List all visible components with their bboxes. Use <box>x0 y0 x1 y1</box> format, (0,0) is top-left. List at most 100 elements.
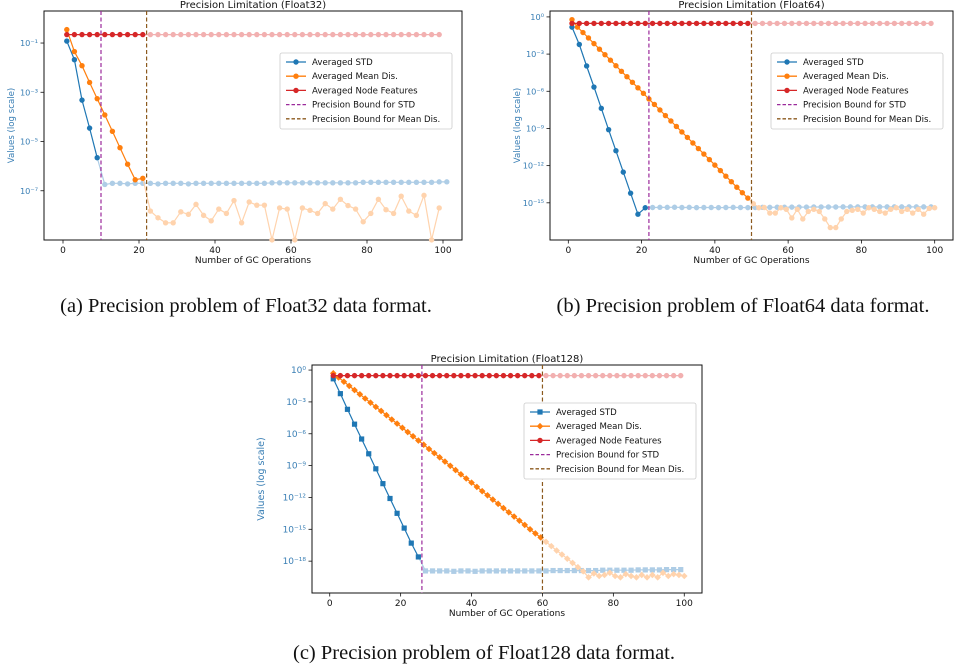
data-point <box>657 20 663 27</box>
legend-marker <box>536 422 544 430</box>
data-point <box>877 208 883 215</box>
data-point <box>170 31 176 38</box>
data-point <box>529 372 535 379</box>
data-point <box>928 20 934 27</box>
data-point <box>269 31 275 38</box>
data-point <box>663 372 670 379</box>
data-point <box>102 181 108 188</box>
data-point <box>299 205 306 211</box>
data-point <box>413 179 420 186</box>
data-point <box>840 204 846 210</box>
data-point <box>596 46 603 52</box>
x-tick-label: 100 <box>676 599 693 609</box>
data-point <box>383 207 389 213</box>
legend-box <box>770 52 944 130</box>
data-point <box>383 31 389 38</box>
data-point <box>862 20 868 27</box>
data-point <box>759 20 766 27</box>
legend-marker <box>784 59 790 65</box>
data-point <box>238 220 245 226</box>
data-point <box>394 372 400 379</box>
data-point <box>337 196 344 202</box>
data-point <box>284 31 290 38</box>
data-point <box>849 207 855 213</box>
data-point <box>670 570 677 578</box>
data-point <box>920 211 927 217</box>
data-point <box>557 372 563 379</box>
data-point <box>71 57 78 63</box>
data-point <box>576 41 583 48</box>
caption-c: (c) Precision problem of Float128 data f… <box>293 642 675 664</box>
data-point <box>628 372 634 379</box>
legend-label: Averaged STD <box>312 58 373 68</box>
data-point <box>421 179 427 186</box>
data-point <box>337 372 344 379</box>
data-point <box>330 31 336 38</box>
data-point <box>899 208 905 215</box>
data-point <box>500 372 507 379</box>
series-node <box>330 372 684 379</box>
data-point <box>613 20 619 27</box>
legend-label: Averaged STD <box>556 408 617 418</box>
data-point <box>109 128 116 134</box>
data-point <box>607 57 614 63</box>
data-point <box>601 571 608 579</box>
data-point <box>899 204 905 210</box>
data-point <box>71 48 78 55</box>
data-point <box>493 372 500 379</box>
data-point <box>94 31 100 38</box>
data-point <box>162 31 169 38</box>
data-point <box>679 204 685 211</box>
data-point <box>390 31 397 38</box>
data-point <box>891 20 898 27</box>
series-line <box>332 372 542 538</box>
data-point <box>276 205 283 211</box>
legend-label: Averaged Mean Dis. <box>312 72 398 82</box>
data-point <box>185 181 192 187</box>
data-point <box>314 210 321 217</box>
data-point <box>737 204 744 211</box>
data-point <box>794 206 800 212</box>
legend-label: Precision Bound for Mean Dis. <box>803 115 931 125</box>
legend-label: Averaged Node Features <box>803 86 909 96</box>
data-point <box>132 177 138 183</box>
data-point <box>514 372 521 379</box>
data-point <box>657 107 663 113</box>
x-tick-label: 0 <box>327 599 333 609</box>
data-point <box>635 372 641 379</box>
data-point <box>635 567 641 573</box>
data-point <box>117 180 123 187</box>
data-point <box>71 31 78 38</box>
data-point <box>413 212 420 219</box>
data-point <box>478 487 486 495</box>
data-point <box>446 462 454 470</box>
data-point <box>117 145 123 151</box>
y-tick-label: 10⁻¹⁵ <box>523 198 544 208</box>
data-point <box>723 20 729 27</box>
data-point <box>415 437 422 444</box>
data-point <box>526 526 534 533</box>
data-point <box>622 570 630 578</box>
y-tick-label: 10⁰ <box>291 366 306 376</box>
data-point <box>383 411 390 419</box>
data-point <box>383 179 389 186</box>
data-point <box>64 38 70 44</box>
series-std <box>64 38 450 188</box>
data-point <box>422 372 429 379</box>
data-point <box>420 441 427 449</box>
data-point <box>117 31 123 38</box>
data-point <box>314 180 321 186</box>
data-point <box>404 428 412 436</box>
x-tick-label: 0 <box>60 246 66 256</box>
legend-marker <box>293 59 299 65</box>
data-point <box>254 180 260 187</box>
data-point <box>701 20 707 27</box>
x-tick-label: 100 <box>926 246 943 256</box>
data-point <box>486 372 492 379</box>
data-point <box>877 20 883 27</box>
data-point <box>102 31 108 38</box>
data-point <box>368 210 374 217</box>
data-point <box>606 569 614 577</box>
data-point <box>500 568 507 574</box>
y-tick-label: 10⁻¹² <box>283 493 307 503</box>
